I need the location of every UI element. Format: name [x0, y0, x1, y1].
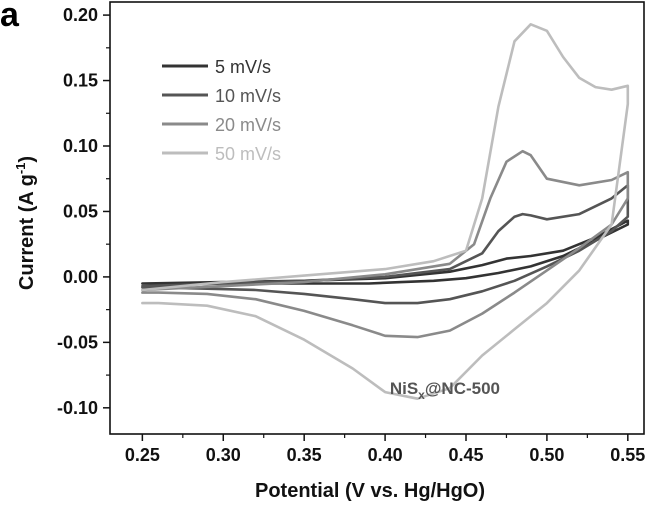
series-line-3 — [141, 149, 630, 339]
legend-label-4: 50 mV/s — [215, 144, 281, 164]
sample-annotation: NiSx@NC-500 — [390, 379, 500, 402]
legend-label-1: 5 mV/s — [215, 57, 271, 77]
x-tick-label: 0.35 — [287, 445, 322, 465]
y-tick-label: -0.05 — [57, 332, 98, 352]
x-tick-label: 0.50 — [529, 445, 564, 465]
x-tick-label: 0.30 — [206, 445, 241, 465]
legend-label-2: 10 mV/s — [215, 86, 281, 106]
y-tick-label: 0.15 — [63, 71, 98, 91]
y-tick-label: 0.20 — [63, 5, 98, 25]
x-tick-label: 0.45 — [448, 445, 483, 465]
series-line-4 — [141, 22, 630, 401]
x-tick-label: 0.25 — [125, 445, 160, 465]
x-tick-label: 0.40 — [368, 445, 403, 465]
axes: 0.25 0.30 0.35 0.40 0.45 0.50 0.55 -0.10 -0.05 0.… — [57, 1, 645, 465]
y-axis-title: Current (A g-1) — [13, 156, 38, 290]
y-tick-label: 0.05 — [63, 201, 98, 221]
legend: 5 mV/s 10 mV/s 20 mV/s 50 mV/s — [162, 57, 281, 164]
panel-label: a — [0, 0, 20, 34]
y-tick-label: -0.10 — [57, 398, 98, 418]
y-tick-label: 0.00 — [63, 267, 98, 287]
series-line-2 — [141, 184, 630, 305]
x-axis-title: Potential (V vs. Hg/HgO) — [255, 480, 485, 502]
y-tick-label: 0.10 — [63, 136, 98, 156]
legend-label-3: 20 mV/s — [215, 115, 281, 135]
series-curves — [141, 22, 630, 401]
plot-frame — [109, 1, 645, 435]
x-tick-label: 0.55 — [610, 445, 645, 465]
